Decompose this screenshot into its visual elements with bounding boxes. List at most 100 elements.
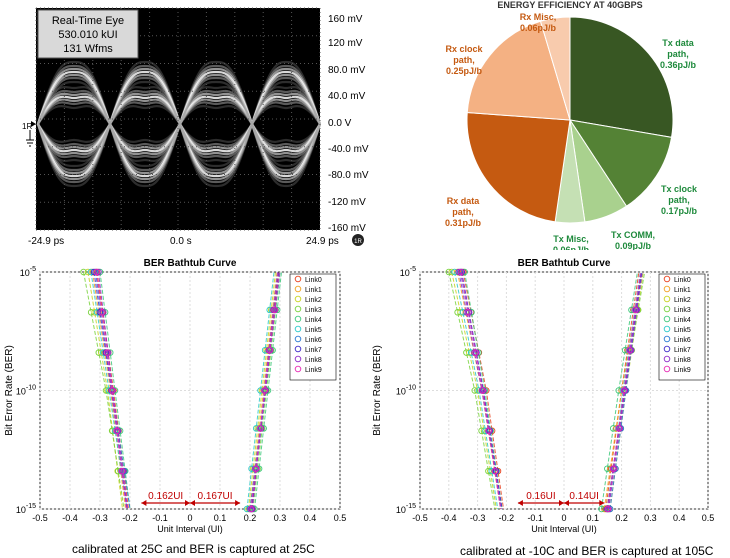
bathtub-x-tick: 0.5 [334, 513, 347, 523]
bathtub-series-marker [264, 387, 272, 394]
bathtub-series-marker [103, 349, 111, 356]
eye-y-tick: -120 mV [328, 197, 366, 208]
eye-trace [36, 60, 322, 168]
bathtub-panel-25c: BER Bathtub Curve -0.5 -0.4 -0.3 -0.2 -0.1 0 0.… [0, 255, 365, 558]
bathtub-series-marker [485, 427, 493, 435]
bathtub-series-marker [247, 505, 255, 513]
bathtub-margin-label: 0.14UI [569, 491, 598, 502]
bathtub-series-line [95, 271, 127, 510]
eye-diagram: Real-Time Eye 530.010 kUI 131 Wfms 160 m… [22, 7, 369, 247]
bathtub-series-line [448, 271, 496, 510]
pie-slice-label: Tx Misc, 0.06pJ/b [553, 234, 590, 250]
bathtub-series-line [98, 271, 129, 510]
pie-slice [539, 16, 571, 121]
pie-slice-label: Rx data path, 0.31pJ/b [445, 196, 482, 228]
bathtub-x-tick: 0.1 [587, 513, 600, 523]
pie-slice-label: Tx COMM, 0.09pJ/b [611, 230, 655, 250]
legend-label: Link5 [674, 327, 691, 334]
legend-marker-icon [663, 335, 671, 343]
bathtub-x-tick: 0.2 [244, 513, 257, 523]
bathtub-x-tick: -0.2 [499, 513, 515, 523]
channel-marker-label: 1R [22, 122, 32, 131]
bathtub-series-marker [468, 309, 475, 316]
legend-label: Link5 [305, 327, 322, 334]
bathtub-series-marker [257, 425, 264, 432]
legend-marker-icon [294, 365, 302, 373]
bathtub-series-marker [491, 467, 499, 475]
bathtub-series-marker [252, 425, 260, 432]
bathtub-series-marker [463, 349, 470, 356]
bathtub-series-marker [113, 427, 121, 435]
bathtub-x-tick: 0.2 [615, 513, 628, 523]
legend-marker-icon [663, 345, 671, 353]
pie-labels: Tx data path, 0.36pJ/b Tx clock path, 0.17pJ/… [445, 12, 698, 255]
bathtub-title: BER Bathtub Curve [518, 258, 611, 269]
legend-label: Link1 [305, 287, 322, 294]
bathtub-margin-label: 0.162UI [148, 491, 183, 502]
bathtub-series-marker [479, 387, 487, 394]
legend-marker-icon [663, 275, 671, 283]
bathtub-series-marker [632, 306, 639, 314]
bathtub-x-tick: -0.2 [122, 513, 138, 523]
bathtub-margin-label: 0.16UI [526, 491, 555, 502]
bathtub-x-tick: -0.1 [152, 513, 168, 523]
bathtub-series-marker [604, 505, 612, 513]
eye-y-tick: -80.0 mV [328, 170, 369, 181]
pie-slice-label: Tx clock path, 0.17pJ/b [661, 184, 698, 216]
bathtub-series-marker [471, 387, 478, 394]
legend-marker-icon [294, 335, 302, 343]
legend-marker-icon [663, 365, 671, 373]
eye-info-line: Real-Time Eye [52, 15, 124, 27]
bathtub-series-marker [478, 427, 485, 435]
legend-marker-icon [294, 295, 302, 303]
bathtub-panel-105c: BER Bathtub Curve -0.5 -0.4 -0.3 -0.2 -0.1 0 0.… [368, 255, 730, 558]
bathtub-series-marker [80, 268, 87, 276]
legend-label: Link9 [305, 367, 322, 374]
bathtub-series-marker [261, 346, 269, 354]
eye-x-tick: 0.0 s [170, 236, 192, 247]
legend-marker-icon [294, 345, 302, 353]
pie-slice [466, 20, 571, 121]
bathtub-series-marker [485, 467, 492, 475]
bathtub-series-marker [252, 465, 259, 472]
bathtub-series-marker [457, 309, 464, 316]
bathtub-series-line [251, 271, 279, 510]
eye-y-tick: 160 mV [328, 14, 363, 25]
pie-slice [568, 119, 673, 207]
eye-info-box [37, 9, 139, 59]
energy-pie-panel: ENERGY EFFICIENCY AT 40GBPS Tx data path,… [372, 0, 730, 255]
legend-label: Link0 [305, 277, 322, 284]
bathtub-series-marker [98, 309, 105, 316]
bathtub-series-marker [455, 268, 463, 276]
legend-label: Link8 [674, 357, 691, 364]
bathtub-series-line [600, 271, 638, 510]
bathtub-series-marker [610, 465, 617, 472]
bathtub-x-tick: -0.3 [470, 513, 486, 523]
bathtub-y-tick: 10-5 [400, 266, 416, 278]
bathtub-series-line [607, 271, 642, 510]
bathtub-series-marker [615, 425, 622, 432]
legend-marker-icon [663, 285, 671, 293]
bathtub-caption: calibrated at 25C and BER is captured at… [72, 542, 315, 556]
legend-label: Link7 [674, 347, 691, 354]
bathtub-title: BER Bathtub Curve [144, 258, 237, 269]
eye-y-tick: -160 mV [328, 223, 366, 234]
bathtub-series-marker [465, 309, 472, 316]
eye-trace [36, 76, 322, 184]
bathtub-arrowhead [564, 500, 605, 506]
legend-marker-icon [663, 325, 671, 333]
legend-label: Link1 [674, 287, 691, 294]
bathtub-x-tick: -0.4 [62, 513, 78, 523]
bathtub-x-tick: 0.3 [644, 513, 657, 523]
bathtub-series-marker [93, 268, 100, 276]
bathtub-series-marker [457, 268, 465, 276]
legend-marker-icon [663, 295, 671, 303]
bathtub-x-label: Unit Interval (UI) [531, 524, 597, 534]
bathtub-series-marker [95, 268, 102, 276]
bathtub-series-marker [96, 309, 104, 316]
eye-info-line: 530.010 kUI [58, 29, 117, 41]
bathtub-series-line [250, 271, 280, 510]
bathtub-series-marker [620, 387, 628, 394]
bathtub-y-label: Bit Error Rate (BER) [4, 345, 15, 436]
legend-label: Link4 [305, 317, 322, 324]
